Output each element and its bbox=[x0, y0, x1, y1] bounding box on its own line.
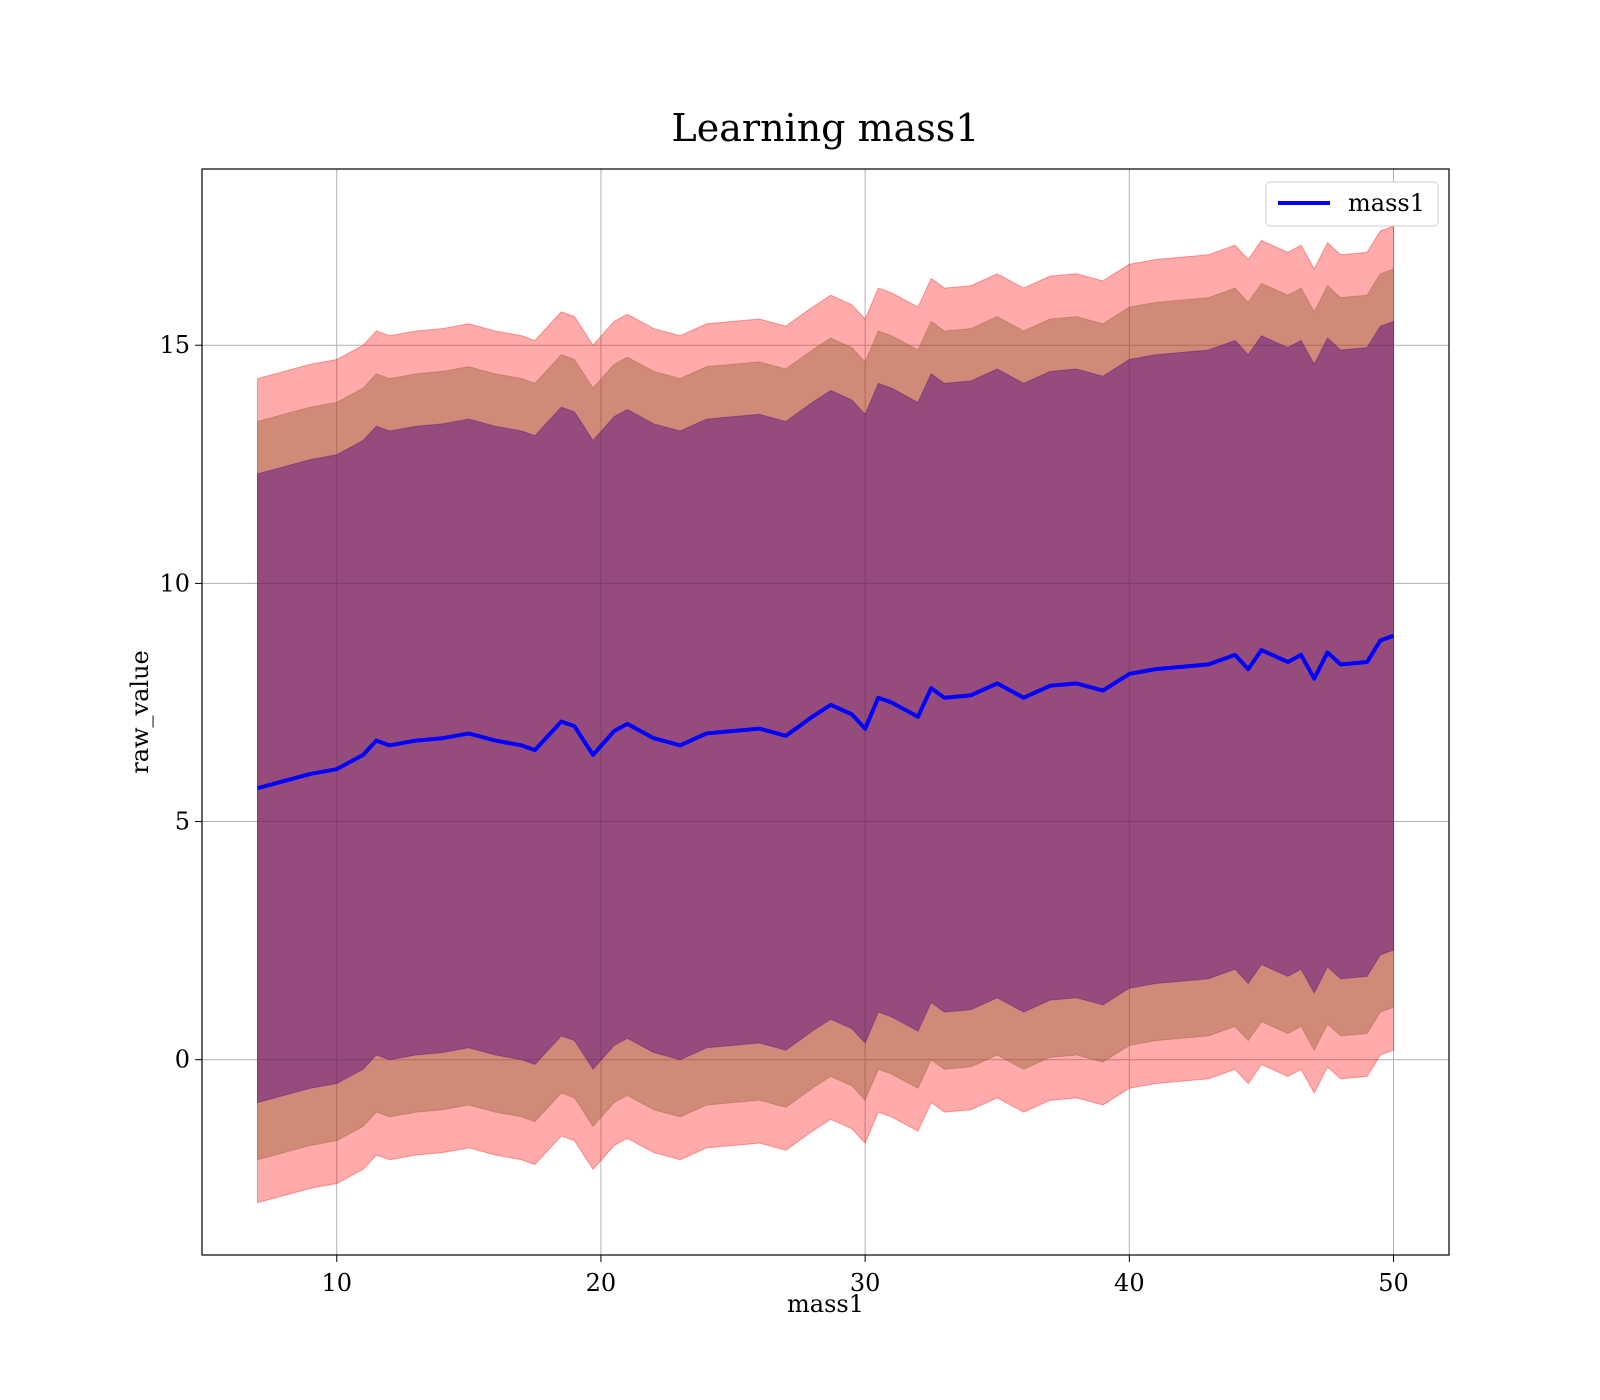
legend-box bbox=[1265, 181, 1439, 227]
band-outer bbox=[256, 225, 1395, 1204]
ticks: 10 20 30 40 50 0 5 10 15 bbox=[159, 331, 1408, 1297]
band-middle bbox=[256, 268, 1395, 1161]
chart-title: Learning mass1 bbox=[672, 106, 980, 150]
x-tick-label: 20 bbox=[586, 1269, 617, 1297]
grid bbox=[202, 169, 1449, 1255]
y-tick-label: 15 bbox=[159, 331, 190, 359]
legend-label-mass1: mass1 bbox=[1348, 189, 1425, 217]
band-inner bbox=[256, 320, 1395, 1104]
y-tick-label: 0 bbox=[175, 1046, 190, 1074]
legend: mass1 bbox=[1265, 181, 1439, 227]
series-line-mass1 bbox=[256, 633, 1395, 791]
x-axis-label: mass1 bbox=[787, 1290, 864, 1318]
plot-frame bbox=[201, 168, 1450, 1256]
x-tick-label: 30 bbox=[850, 1269, 881, 1297]
confidence-bands bbox=[256, 225, 1395, 1204]
x-tick-label: 50 bbox=[1378, 1269, 1409, 1297]
y-tick-label: 5 bbox=[175, 808, 190, 836]
y-tick-label: 10 bbox=[159, 569, 190, 597]
x-tick-label: 40 bbox=[1114, 1269, 1145, 1297]
y-axis-label: raw_value bbox=[126, 650, 154, 774]
x-tick-label: 10 bbox=[321, 1269, 352, 1297]
series-lines bbox=[256, 633, 1395, 791]
